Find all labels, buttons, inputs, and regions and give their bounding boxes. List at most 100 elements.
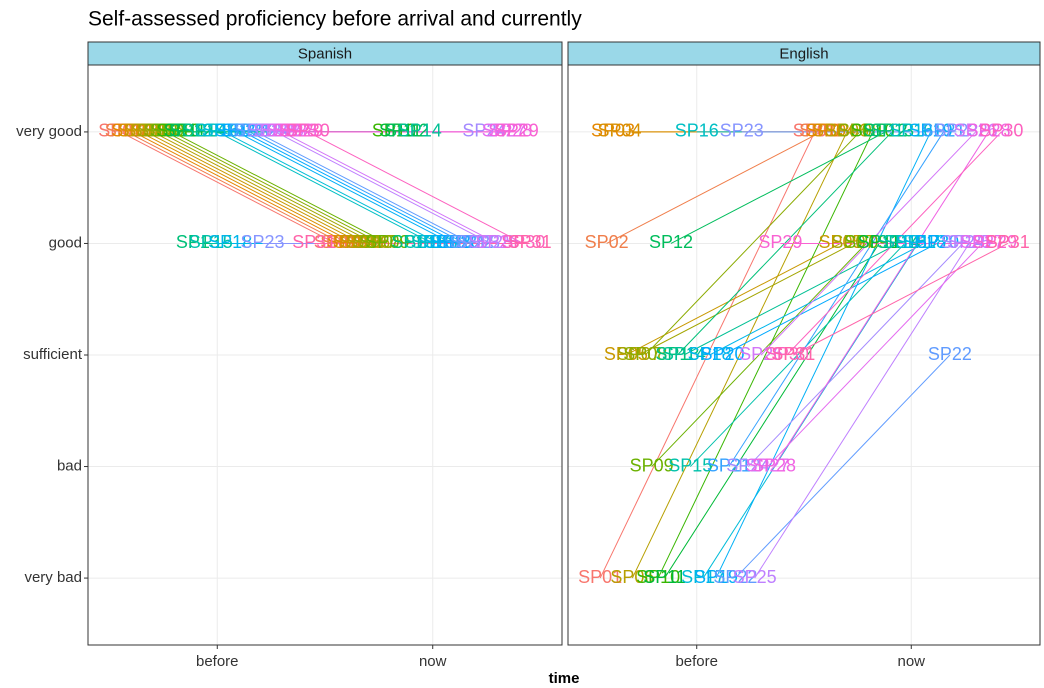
slope-line xyxy=(255,131,472,244)
point-label: SP15 xyxy=(668,455,712,475)
point-label: SP14 xyxy=(182,121,226,141)
y-tick-label: very good xyxy=(16,123,82,140)
point-label: SP15 xyxy=(189,232,233,252)
point-label: SP01 xyxy=(578,567,622,587)
point-label: SP27 xyxy=(266,121,310,141)
point-label: SP05 xyxy=(124,121,168,141)
point-label: SP23 xyxy=(456,232,500,252)
slope-line xyxy=(242,131,459,244)
point-label: SP23 xyxy=(720,121,764,141)
point-label: SP11 xyxy=(379,121,422,141)
point-label: SP17 xyxy=(417,232,461,252)
point-label: SP20 xyxy=(437,232,481,252)
point-label: SP03 xyxy=(806,121,850,141)
point-label: SP25 xyxy=(469,232,513,252)
point-label: SP08 xyxy=(838,121,882,141)
point-label: SP21 xyxy=(921,121,965,141)
point-label: SP22 xyxy=(234,121,278,141)
slope-line xyxy=(307,131,524,244)
slope-line xyxy=(606,131,822,244)
point-label: SP26 xyxy=(260,121,304,141)
x-axis-title: time xyxy=(549,670,580,687)
slope-line xyxy=(734,354,951,579)
point-label: SP28 xyxy=(488,121,532,141)
slope-line xyxy=(683,243,899,356)
slope-line xyxy=(689,243,906,467)
slope-line xyxy=(670,131,886,244)
slope-line xyxy=(644,131,861,356)
point-label: SP01 xyxy=(314,232,358,252)
slope-line xyxy=(793,243,1009,356)
point-label: SP28 xyxy=(273,121,317,141)
point-label: SP10 xyxy=(851,121,895,141)
chart-title: Self-assessed proficiency before arrival… xyxy=(88,8,582,31)
slope-line xyxy=(702,243,919,579)
point-label: SP08 xyxy=(144,121,188,141)
point-label: SP02 xyxy=(799,121,843,141)
panel-border xyxy=(87,64,563,646)
point-label: SP18 xyxy=(424,232,468,252)
point-label: SP27 xyxy=(746,455,790,475)
x-tick-label: before xyxy=(196,653,239,670)
slope-line xyxy=(664,243,880,579)
point-label: SP28 xyxy=(752,455,796,475)
strip-label: Spanish xyxy=(298,45,352,62)
slope-line xyxy=(747,243,964,467)
point-label: SP28 xyxy=(966,121,1010,141)
point-label: SP20 xyxy=(915,232,959,252)
slope-line xyxy=(158,131,375,244)
slope-line xyxy=(236,131,453,244)
point-label: SP12 xyxy=(649,232,693,252)
point-label: SP16 xyxy=(411,232,455,252)
slope-line xyxy=(631,131,848,579)
point-label: SP21 xyxy=(443,232,487,252)
point-label: SP13 xyxy=(391,232,435,252)
slope-line xyxy=(120,131,337,244)
point-label: SP04 xyxy=(597,121,641,141)
point-label: SP31 xyxy=(986,232,1030,252)
slope-line xyxy=(786,131,1002,356)
slope-line xyxy=(625,243,841,356)
point-label: SP24 xyxy=(462,121,506,141)
point-label: SP25 xyxy=(733,567,777,587)
slope-line xyxy=(715,131,932,579)
point-label: SP29 xyxy=(758,232,802,252)
point-label: SP26 xyxy=(954,121,998,141)
point-label: SP03 xyxy=(111,121,155,141)
point-label: SP09 xyxy=(844,232,888,252)
y-tick-label: very bad xyxy=(24,569,82,586)
slope-line xyxy=(657,131,874,579)
point-label: SP10 xyxy=(636,567,680,587)
slope-line xyxy=(728,131,944,467)
point-label: SP18 xyxy=(208,232,252,252)
point-label: SP03 xyxy=(591,121,635,141)
point-label: SP25 xyxy=(253,121,297,141)
point-label: SP14 xyxy=(876,232,920,252)
point-label: SP24 xyxy=(247,121,291,141)
point-label: SP31 xyxy=(508,232,552,252)
point-label: SP30 xyxy=(979,121,1023,141)
point-label: SP09 xyxy=(630,455,674,475)
slope-line xyxy=(152,131,369,244)
point-label: SP30 xyxy=(501,232,545,252)
x-tick-label: before xyxy=(675,653,718,670)
point-label: SP19 xyxy=(215,121,259,141)
point-label: SP16 xyxy=(675,121,719,141)
point-label: SP06 xyxy=(346,232,390,252)
slope-line xyxy=(767,243,983,467)
point-label: SP22 xyxy=(713,567,757,587)
slope-line xyxy=(171,131,388,244)
point-label: SP17 xyxy=(896,232,940,252)
point-label: SP11 xyxy=(643,567,686,587)
point-label: SP01 xyxy=(98,121,142,141)
point-label: SP13 xyxy=(655,344,699,364)
point-label: SP02 xyxy=(105,121,149,141)
x-tick-label: now xyxy=(419,653,447,670)
point-label: SP13 xyxy=(870,121,914,141)
point-label: SP07 xyxy=(617,344,661,364)
point-label: SP04 xyxy=(812,121,856,141)
point-label: SP24 xyxy=(941,232,985,252)
point-label: SP19 xyxy=(694,567,738,587)
point-label: SP18 xyxy=(902,232,946,252)
